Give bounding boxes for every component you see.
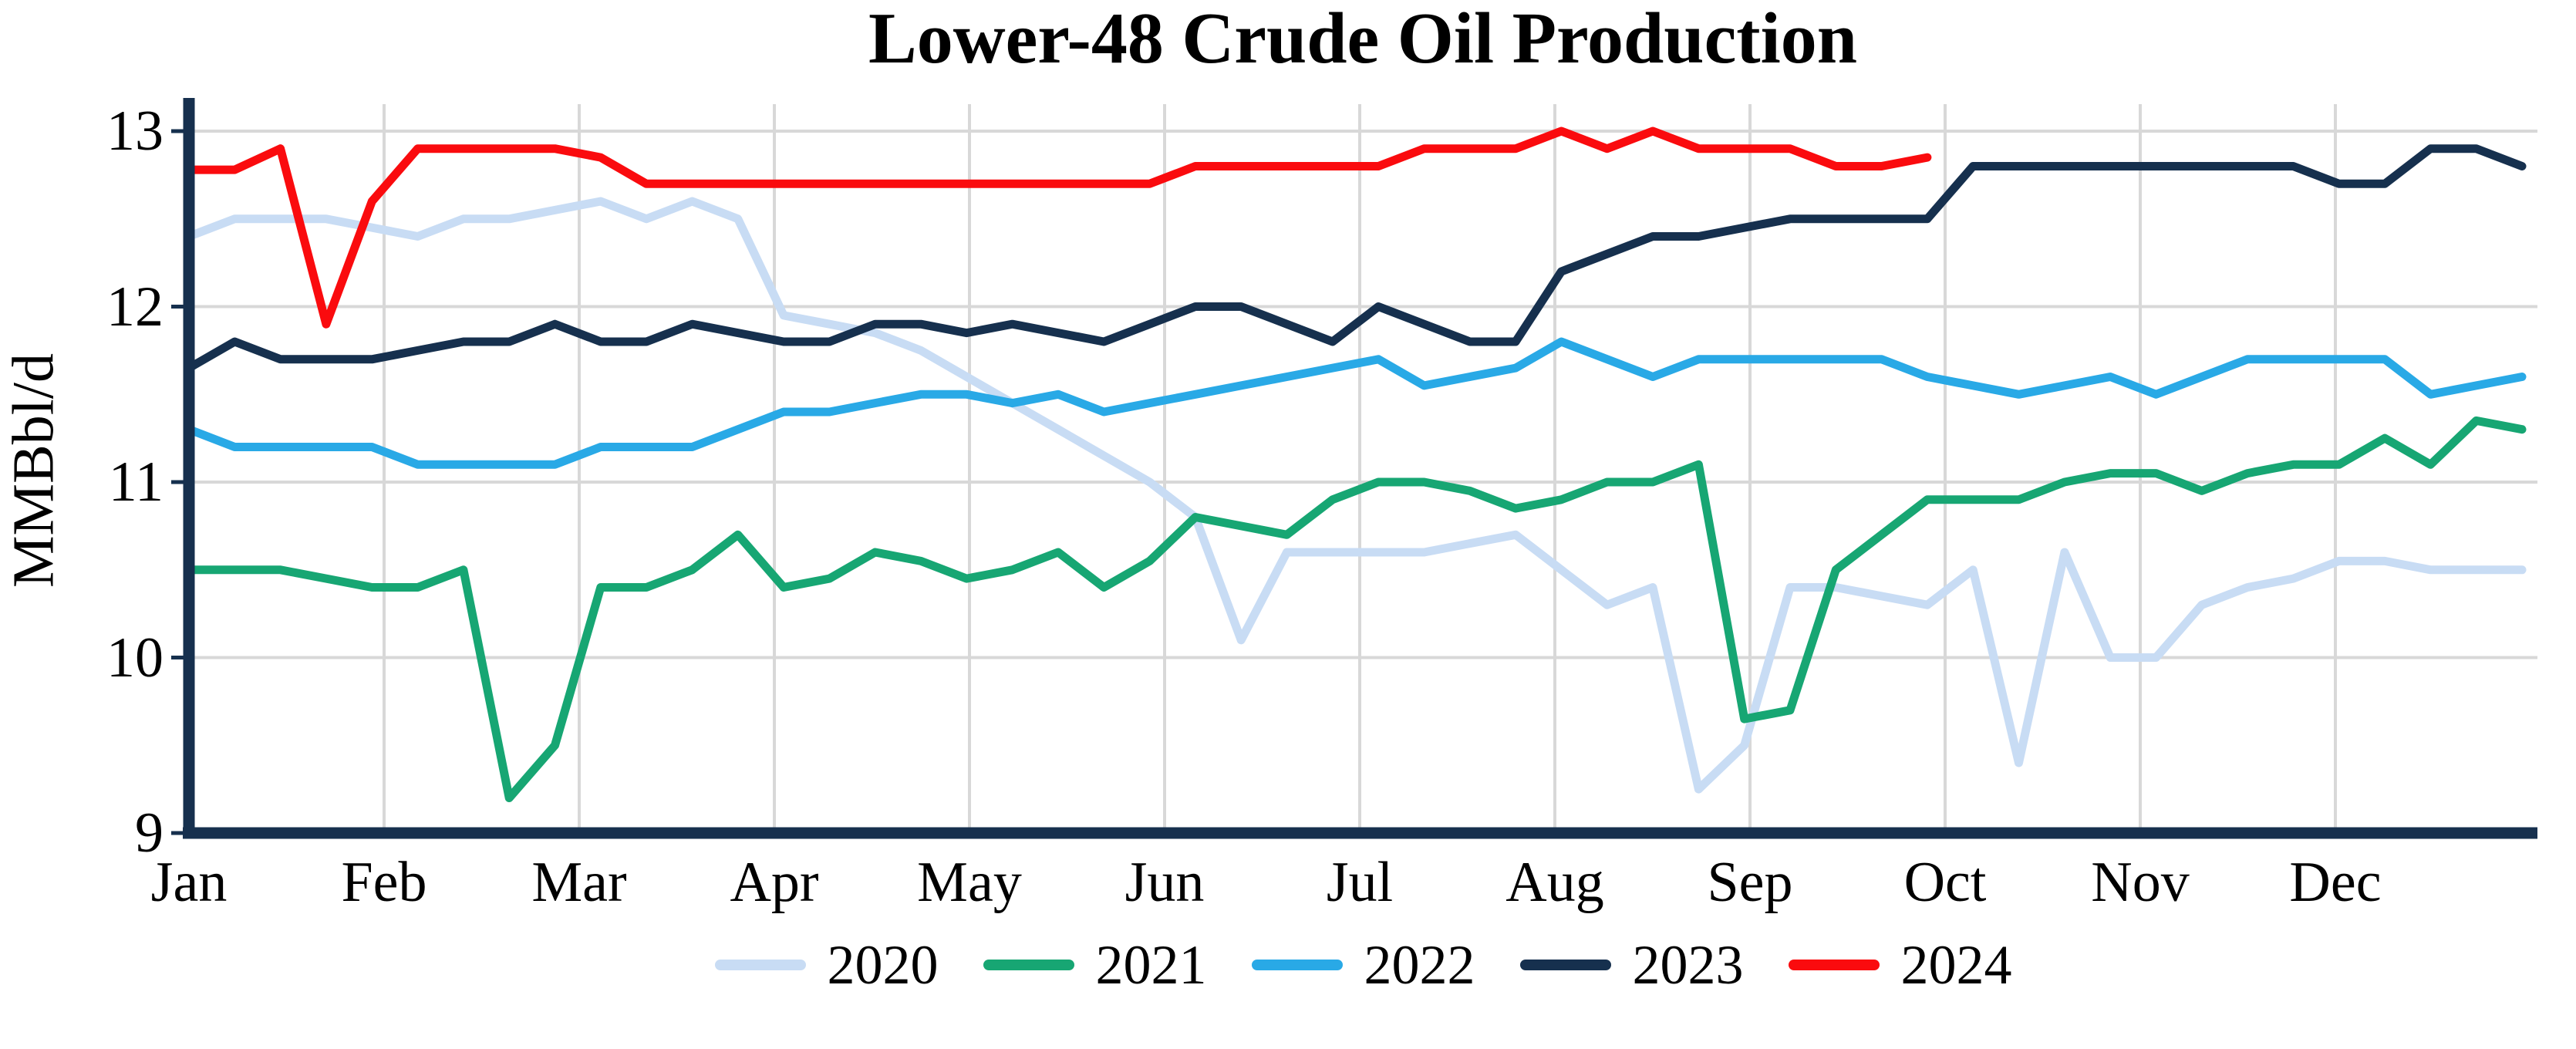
series-line-2020 [184,197,2527,794]
series-line-2022 [184,337,2527,469]
legend-label: 2021 [1095,934,1207,996]
legend-item-2024: 2024 [1788,930,2012,1000]
legend-swatch-2020 [714,960,806,970]
x-tick-label-apr: Apr [730,851,819,914]
x-tick-label-oct: Oct [1903,851,1987,914]
y-tick-label: 13 [106,100,164,163]
x-tick-label-jan: Jan [150,851,228,914]
x-tick-label-may: May [917,851,1022,914]
legend-swatch-2023 [1519,960,1611,970]
legend-swatch-2024 [1788,960,1880,970]
x-tick-label-sep: Sep [1707,851,1793,914]
series-line-2023 [184,144,2527,373]
x-tick-label-jun: Jun [1124,851,1205,914]
x-tick-label-aug: Aug [1505,851,1604,914]
legend-item-2022: 2022 [1251,930,1475,1000]
legend-item-2023: 2023 [1519,930,1744,1000]
legend-swatch-2022 [1251,960,1343,970]
y-tick-label: 9 [135,801,164,865]
chart-legend: 2020 2021 2022 2023 2024 [189,930,2537,1000]
legend-item-2020: 2020 [714,930,939,1000]
legend-label: 2024 [1900,934,2012,996]
y-tick-label: 12 [106,275,164,339]
legend-item-2021: 2021 [983,930,1207,1000]
x-tick-label-dec: Dec [2289,851,2382,914]
series-line-2021 [184,416,2527,802]
y-tick-label: 10 [106,626,164,690]
legend-label: 2020 [827,934,939,996]
legend-swatch-2021 [983,960,1074,970]
chart-title: Lower-48 Crude Oil Production [868,0,1857,79]
y-tick-label: 11 [108,450,164,514]
x-tick-label-nov: Nov [2091,851,2190,914]
legend-label: 2022 [1364,934,1475,996]
x-tick-label-feb: Feb [341,851,427,914]
legend-label: 2023 [1632,934,1744,996]
x-tick-label-jul: Jul [1326,851,1394,914]
series-line-2024 [184,126,1932,329]
x-tick-label-mar: Mar [531,851,627,914]
